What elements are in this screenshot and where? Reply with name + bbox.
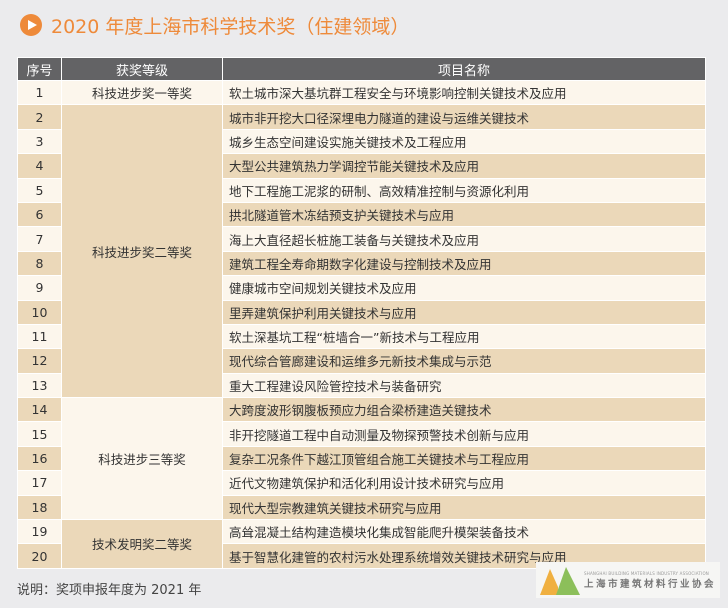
table-row: 10 里弄建筑保护利用关键技术与应用 — [17, 299, 706, 325]
row-number: 3 — [17, 128, 62, 155]
row-number: 7 — [17, 226, 62, 252]
award-level: 科技进步三等奖 — [61, 397, 223, 521]
row-number: 18 — [17, 494, 62, 521]
logo-english: SHANGHAI BUILDING MATERIALS INDUSTRY ASS… — [584, 570, 709, 576]
row-number: 14 — [17, 397, 62, 423]
header-seq: 序号 — [17, 57, 62, 81]
project-name: 软土深基坑工程“桩墙合一”新技术与工程应用 — [222, 323, 706, 350]
row-number: 5 — [17, 177, 62, 203]
award-level: 技术发明奖二等奖 — [61, 519, 223, 569]
project-name: 健康城市空间规划关键技术及应用 — [222, 275, 706, 301]
project-name: 拱北隧道管木冻结预支护关键技术与应用 — [222, 201, 706, 228]
table-row: 8 建筑工程全寿命期数字化建设与控制技术及应用 — [17, 250, 706, 277]
project-name: 城市非开挖大口径深埋电力隧道的建设与运维关键技术 — [222, 104, 706, 130]
table-row: 16 复杂工况条件下越江顶管组合施工关键技术与工程应用 — [17, 445, 706, 472]
project-name: 建筑工程全寿命期数字化建设与控制技术及应用 — [222, 250, 706, 277]
table-row: 7 海上大直径超长桩施工装备与关键技术及应用 — [17, 226, 706, 252]
row-number: 8 — [17, 250, 62, 277]
table-row: 2 科技进步奖二等奖 城市非开挖大口径深埋电力隧道的建设与运维关键技术 — [17, 104, 706, 399]
project-name: 重大工程建设风险管控技术与装备研究 — [222, 372, 706, 399]
page-title: 2020 年度上海市科学技术奖（住建领域） — [20, 12, 409, 38]
project-name: 海上大直径超长桩施工装备与关键技术及应用 — [222, 226, 706, 252]
row-number: 6 — [17, 201, 62, 228]
project-name: 现代综合管廊建设和运维多元新技术集成与示范 — [222, 348, 706, 374]
project-name: 里弄建筑保护利用关键技术与应用 — [222, 299, 706, 325]
logo-chinese: 上海市建筑材料行业协会 — [584, 578, 717, 590]
award-level: 科技进步奖一等奖 — [61, 79, 223, 106]
logo-mark-icon — [540, 567, 580, 595]
table-row: 17 近代文物建筑保护和活化利用设计技术研究与应用 — [17, 470, 706, 496]
table-row: 13 重大工程建设风险管控技术与装备研究 — [17, 372, 706, 399]
row-number: 19 — [17, 519, 62, 545]
project-name: 非开挖隧道工程中自动测量及物探预警技术创新与应用 — [222, 421, 706, 447]
title-text: 2020 年度上海市科学技术奖（住建领域） — [51, 15, 410, 38]
row-number: 15 — [17, 421, 62, 447]
project-name: 地下工程施工泥浆的研制、高效精准控制与资源化利用 — [222, 177, 706, 203]
table-row: 4 大型公共建筑热力学调控节能关键技术及应用 — [17, 153, 706, 179]
association-logo: SHANGHAI BUILDING MATERIALS INDUSTRY ASS… — [536, 562, 720, 598]
table-header: 序号 获奖等级 项目名称 — [17, 57, 706, 81]
project-name: 大跨度波形钢腹板预应力组合梁桥建造关键技术 — [222, 397, 706, 423]
table-row: 6 拱北隧道管木冻结预支护关键技术与应用 — [17, 201, 706, 228]
awards-table: 序号 获奖等级 项目名称 1 科技进步奖一等奖 软土城市深大基坑群工程安全与环境影响… — [17, 57, 706, 569]
row-number: 20 — [17, 543, 62, 569]
footnote: 说明：奖项申报年度为 2021 年 — [17, 583, 202, 598]
table-row: 15 非开挖隧道工程中自动测量及物探预警技术创新与应用 — [17, 421, 706, 447]
row-number: 9 — [17, 275, 62, 301]
row-number: 13 — [17, 372, 62, 399]
row-number: 4 — [17, 153, 62, 179]
project-name: 现代大型宗教建筑关键技术研究与应用 — [222, 494, 706, 521]
project-name: 复杂工况条件下越江顶管组合施工关键技术与工程应用 — [222, 445, 706, 472]
header-award: 获奖等级 — [61, 57, 223, 81]
row-number: 17 — [17, 470, 62, 496]
row-number: 10 — [17, 299, 62, 325]
row-number: 2 — [17, 104, 62, 130]
project-name: 城乡生态空间建设实施关键技术及工程应用 — [222, 128, 706, 155]
table-row: 18 现代大型宗教建筑关键技术研究与应用 — [17, 494, 706, 521]
project-name: 高耸混凝土结构建造模块化集成智能爬升模架装备技术 — [222, 519, 706, 545]
award-level: 科技进步奖二等奖 — [61, 104, 223, 399]
row-number: 16 — [17, 445, 62, 472]
table-row: 11 软土深基坑工程“桩墙合一”新技术与工程应用 — [17, 323, 706, 350]
project-name: 大型公共建筑热力学调控节能关键技术及应用 — [222, 153, 706, 179]
row-number: 12 — [17, 348, 62, 374]
row-number: 11 — [17, 323, 62, 350]
project-name: 软土城市深大基坑群工程安全与环境影响控制关键技术及应用 — [222, 79, 706, 106]
row-number: 1 — [17, 79, 62, 106]
header-project: 项目名称 — [222, 57, 706, 81]
table-row: 12 现代综合管廊建设和运维多元新技术集成与示范 — [17, 348, 706, 374]
project-name: 近代文物建筑保护和活化利用设计技术研究与应用 — [222, 470, 706, 496]
play-icon — [20, 14, 42, 36]
table-row: 1 科技进步奖一等奖 软土城市深大基坑群工程安全与环境影响控制关键技术及应用 — [17, 79, 706, 106]
table-row: 9 健康城市空间规划关键技术及应用 — [17, 275, 706, 301]
table-row: 3 城乡生态空间建设实施关键技术及工程应用 — [17, 128, 706, 155]
table-row: 14 科技进步三等奖 大跨度波形钢腹板预应力组合梁桥建造关键技术 — [17, 397, 706, 521]
table-row: 19 技术发明奖二等奖 高耸混凝土结构建造模块化集成智能爬升模架装备技术 — [17, 519, 706, 569]
